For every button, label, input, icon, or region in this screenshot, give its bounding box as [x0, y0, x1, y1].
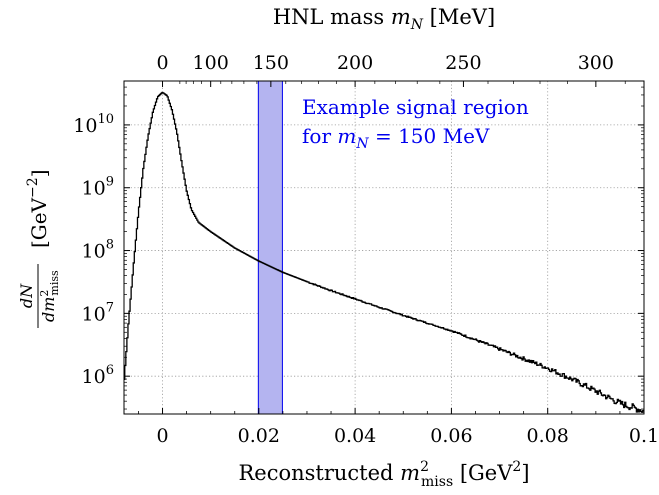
plot-frame [123, 80, 645, 415]
y-axis-fraction-num: dN [17, 283, 36, 308]
y-axis-fraction-den: dm2miss [38, 270, 61, 322]
y-tick-label: 1010 [73, 112, 114, 137]
top-tick-label: 300 [578, 52, 614, 74]
tick-labels: 0 0.02 0.04 0.06 0.08 0.1 106 107 108 109 1010 0 100… [73, 52, 659, 447]
y-tick-label: 107 [82, 300, 114, 325]
x-tick-label: 0.02 [238, 425, 280, 447]
x-tick-label: 0.1 [629, 425, 659, 447]
top-tick-label: 0 [156, 52, 168, 74]
x-tick-label: 0.08 [527, 425, 569, 447]
top-tick-label: 100 [193, 52, 229, 74]
y-tick-label: 109 [82, 175, 114, 200]
y-axis-unit: [GeV−2] [25, 169, 51, 248]
signal-region-band [257, 80, 283, 415]
top-tick-label: 250 [445, 52, 481, 74]
top-tick-label: 200 [337, 52, 373, 74]
top-tick-label: 150 [253, 52, 289, 74]
y-tick-label: 108 [82, 238, 114, 263]
annotation-line-1: Example signal region [302, 95, 529, 119]
axis-ticks [124, 80, 645, 414]
x-tick-label: 0 [156, 425, 168, 447]
top-axis-title: HNL mass mN [MeV] [273, 5, 495, 33]
x-tick-label: 0.06 [430, 425, 472, 447]
series-line [124, 91, 644, 413]
y-axis-title: dN dm2miss [GeV−2] [17, 169, 61, 328]
annotation-line-2: for mN = 150 MeV [302, 124, 490, 152]
x-axis-title: Reconstructed m2 miss [GeV2] [238, 459, 529, 490]
x-tick-label: 0.04 [334, 425, 376, 447]
y-tick-label: 106 [82, 363, 114, 388]
